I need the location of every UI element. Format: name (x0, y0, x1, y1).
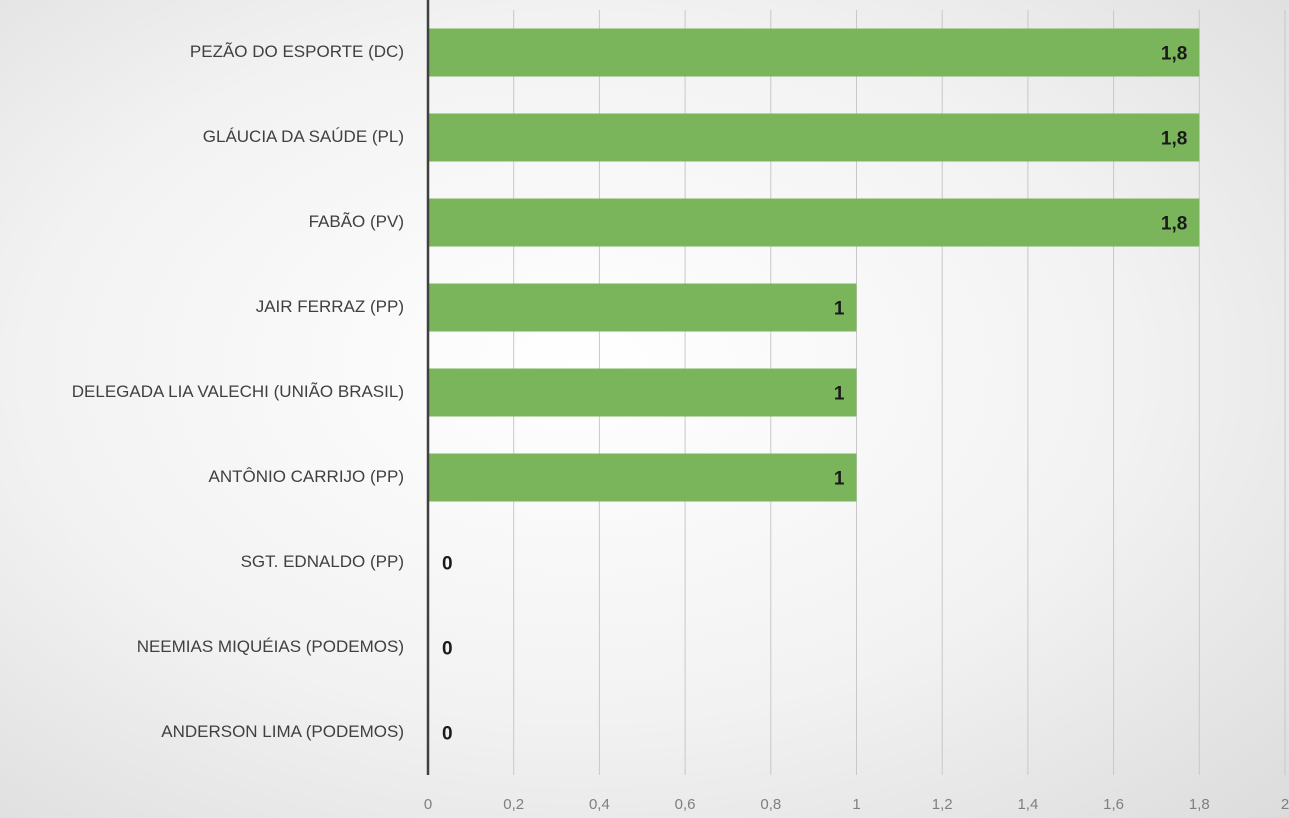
x-tick-label: 0,2 (503, 796, 524, 813)
data-label: 1,8 (1161, 129, 1187, 150)
y-tick-label: GLÁUCIA DA SAÚDE (PL) (203, 127, 404, 146)
data-label: 1 (834, 384, 845, 405)
data-label: 1,8 (1161, 214, 1187, 235)
y-tick-label: ANTÔNIO CARRIJO (PP) (208, 467, 404, 486)
y-tick-label: DELEGADA LIA VALECHI (UNIÃO BRASIL) (72, 382, 404, 401)
bar (428, 283, 857, 332)
x-tick-label: 1,4 (1017, 796, 1038, 813)
bar (428, 198, 1200, 247)
data-label: 1,8 (1161, 44, 1187, 65)
bar (428, 453, 857, 502)
y-tick-label: JAIR FERRAZ (PP) (256, 297, 404, 316)
bar (428, 113, 1200, 162)
bar (428, 368, 857, 417)
data-label: 0 (442, 724, 453, 745)
data-label: 0 (442, 554, 453, 575)
data-label: 1 (834, 469, 845, 490)
x-tick-label: 1,8 (1189, 796, 1210, 813)
x-tick-label: 1 (852, 796, 860, 813)
x-tick-label: 0,6 (675, 796, 696, 813)
y-tick-label: PEZÃO DO ESPORTE (DC) (190, 42, 404, 61)
x-tick-label: 0,8 (760, 796, 781, 813)
y-tick-label: FABÃO (PV) (309, 212, 404, 231)
x-tick-label: 0,4 (589, 796, 610, 813)
x-tick-label: 0 (424, 796, 432, 813)
y-tick-label: NEEMIAS MIQUÉIAS (PODEMOS) (137, 637, 404, 656)
y-tick-label: ANDERSON LIMA (PODEMOS) (161, 722, 404, 741)
x-tick-label: 2 (1281, 796, 1289, 813)
y-tick-label: SGT. EDNALDO (PP) (241, 552, 404, 571)
x-tick-label: 1,2 (932, 796, 953, 813)
data-label: 0 (442, 639, 453, 660)
bar (428, 28, 1200, 77)
data-label: 1 (834, 299, 845, 320)
x-tick-label: 1,6 (1103, 796, 1124, 813)
